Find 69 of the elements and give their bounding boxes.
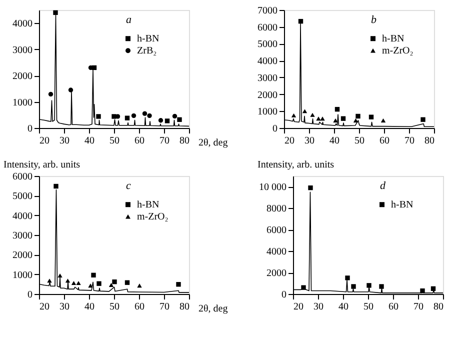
legend-label: m-ZrO₂ [382, 46, 414, 57]
y-tick-label: 0 [28, 290, 32, 300]
x-tick-label: 30 [60, 136, 70, 146]
x-axis-title: 2θ, deg [198, 138, 228, 148]
x-tick-label: 60 [388, 302, 398, 312]
x-tick-label: 30 [304, 136, 314, 146]
y-axis-title: Intensity, arb. units [258, 160, 334, 170]
x-tick-label: 50 [110, 302, 120, 312]
y-tick-label: 6000 [12, 172, 32, 182]
legend-label: m-ZrO₂ [137, 212, 168, 223]
annotation: d [380, 180, 386, 192]
y-tick-label: 1000 [12, 97, 32, 108]
y-tick-label: 6000 [258, 22, 278, 34]
legend-label: h-BN [382, 34, 404, 45]
x-tick-label: 80 [434, 302, 444, 312]
y-tick-label: 4000 [12, 210, 32, 222]
x-tick-label: 70 [160, 302, 170, 312]
x-axis-title: 2θ, deg [198, 304, 228, 314]
x-tick-label: 70 [414, 302, 424, 312]
y-tick-label: 3000 [258, 72, 278, 84]
x-tick-label: 20 [40, 302, 50, 312]
y-tick-label: 1000 [12, 270, 32, 281]
y-tick-label: 8000 [266, 204, 286, 215]
x-tick-label: 40 [330, 136, 340, 146]
x-tick-label: 50 [354, 136, 364, 146]
x-tick-label: 20 [284, 136, 294, 146]
y-tick-label: 1000 [258, 106, 278, 118]
y-tick-label: 10 000 [259, 182, 286, 194]
y-tick-label: 5000 [258, 39, 278, 50]
y-tick-label: 0 [282, 290, 286, 300]
y-tick-label: 0 [272, 124, 278, 134]
y-tick-label: 5000 [12, 191, 32, 202]
x-tick-label: 60 [134, 302, 144, 312]
x-tick-label: 40 [338, 302, 348, 312]
y-tick-label: 0 [28, 124, 32, 134]
x-tick-label: 80 [180, 136, 190, 146]
y-tick-label: 3000 [12, 230, 32, 242]
x-tick-label: 60 [380, 136, 390, 146]
y-tick-label: 4000 [266, 246, 286, 258]
y-tick-label: 2000 [12, 250, 32, 262]
x-tick-label: 30 [60, 302, 70, 312]
annotation: b [371, 14, 377, 26]
y-tick-label: 7000 [258, 6, 278, 16]
legend-label: h-BN [391, 200, 414, 211]
x-tick-label: 30 [314, 302, 324, 312]
y-tick-label: 4000 [12, 18, 32, 30]
legend-label: h-BN [137, 200, 160, 211]
x-tick-label: 40 [84, 136, 94, 146]
y-tick-label: 6000 [266, 225, 286, 236]
legend-label: h-BN [137, 34, 160, 45]
x-tick-label: 50 [110, 136, 120, 146]
y-tick-label: 2000 [12, 71, 32, 82]
y-tick-label: 4000 [258, 56, 278, 68]
x-tick-label: 80 [180, 302, 190, 312]
annotation: c [126, 180, 131, 192]
x-tick-label: 20 [40, 136, 50, 146]
y-tick-label: 3000 [12, 44, 32, 56]
x-tick-label: 70 [160, 136, 170, 146]
x-tick-label: 20 [294, 302, 304, 312]
y-tick-label: 2000 [258, 90, 278, 101]
x-tick-label: 70 [404, 136, 414, 146]
y-axis-title: Intensity, arb. units [4, 160, 80, 170]
y-tick-label: 2000 [266, 268, 286, 280]
legend-label: ZrB₂ [137, 46, 157, 57]
annotation: a [126, 14, 132, 26]
x-tick-label: 40 [84, 302, 94, 312]
x-tick-label: 50 [364, 302, 374, 312]
x-tick-label: 60 [134, 136, 144, 146]
x-tick-label: 80 [424, 136, 434, 146]
